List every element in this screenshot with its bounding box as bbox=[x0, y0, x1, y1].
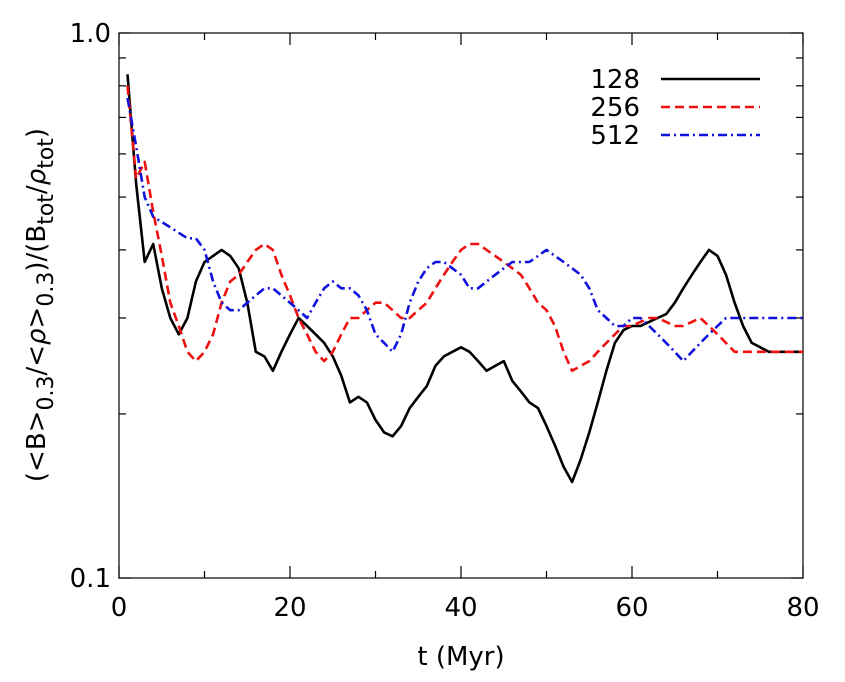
y-tick-labels: 0.1 1.0 bbox=[70, 19, 111, 594]
y-label-sub2: 0.3 bbox=[34, 272, 59, 307]
y-label-mid3: )/(B bbox=[22, 225, 52, 272]
y-label-mid2: > bbox=[22, 307, 52, 329]
x-axis-label: t (Myr) bbox=[417, 642, 504, 672]
series-line-512 bbox=[126, 97, 803, 363]
x-tick-label: 40 bbox=[444, 593, 477, 623]
y-label-sub1: 0.3 bbox=[34, 376, 59, 411]
y-label-rho1: ρ bbox=[22, 328, 52, 345]
y-axis-label: (<B>0.3/<ρ>0.3)/(Btot/ρtot) bbox=[22, 128, 59, 482]
y-label-open: (<B> bbox=[22, 411, 52, 483]
legend-label-256: 256 bbox=[590, 93, 640, 123]
x-tick-labels: 0 20 40 60 80 bbox=[111, 593, 820, 623]
y-label-close: ) bbox=[22, 128, 52, 138]
legend-label-512: 512 bbox=[590, 121, 640, 151]
series-line-256 bbox=[126, 85, 803, 373]
y-label-sub3: tot bbox=[34, 194, 59, 225]
x-tick-label: 20 bbox=[273, 593, 306, 623]
y-tick-label: 0.1 bbox=[70, 564, 111, 594]
y-label-slash: / bbox=[22, 185, 52, 194]
x-tick-label: 0 bbox=[111, 593, 128, 623]
axis-ticks bbox=[118, 32, 804, 579]
y-label-mid: /< bbox=[22, 345, 52, 376]
x-tick-label: 80 bbox=[786, 593, 819, 623]
legend-label-128: 128 bbox=[590, 65, 640, 95]
y-tick-label: 1.0 bbox=[70, 19, 111, 49]
y-label-rho2: ρ bbox=[22, 168, 52, 185]
y-label-sub4: tot bbox=[34, 138, 59, 169]
x-tick-label: 60 bbox=[615, 593, 648, 623]
series-group bbox=[126, 74, 803, 484]
